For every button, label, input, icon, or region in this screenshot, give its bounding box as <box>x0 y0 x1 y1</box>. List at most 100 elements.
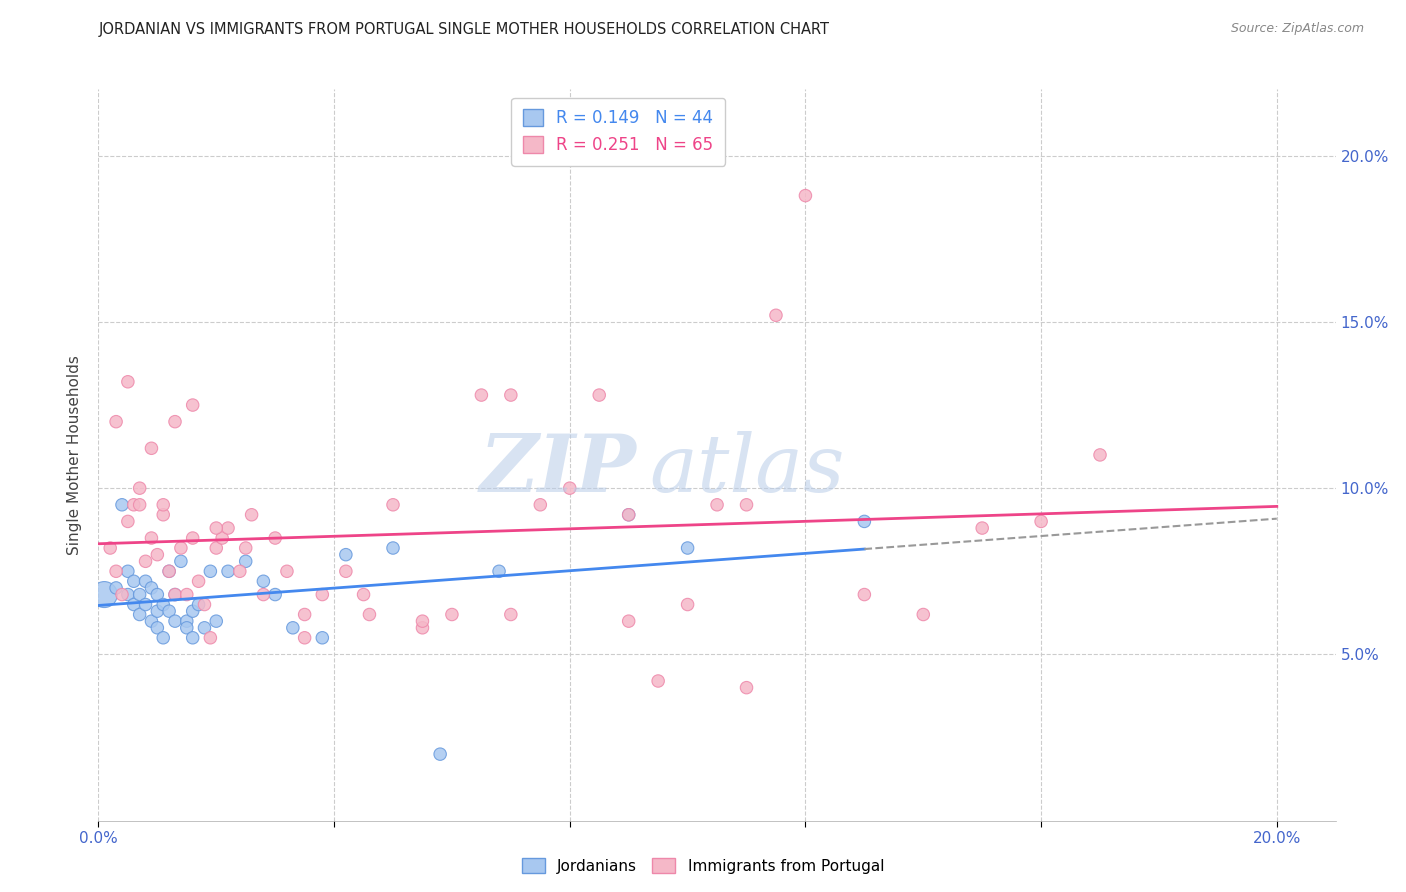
Point <box>499 388 522 402</box>
Point <box>157 564 180 578</box>
Point <box>558 481 581 495</box>
Point <box>93 588 115 602</box>
Point <box>429 747 451 761</box>
Point <box>176 614 198 628</box>
Point <box>122 498 145 512</box>
Point <box>411 621 433 635</box>
Point <box>200 631 222 645</box>
Point <box>211 531 233 545</box>
Point <box>181 604 204 618</box>
Point <box>122 574 145 589</box>
Point <box>163 588 186 602</box>
Text: Source: ZipAtlas.com: Source: ZipAtlas.com <box>1230 22 1364 36</box>
Point <box>117 515 139 529</box>
Point <box>488 564 510 578</box>
Point <box>252 588 274 602</box>
Point <box>181 531 204 545</box>
Point <box>135 574 157 589</box>
Point <box>617 508 640 522</box>
Point <box>281 621 304 635</box>
Point <box>117 375 139 389</box>
Point <box>157 604 180 618</box>
Point <box>617 614 640 628</box>
Point <box>141 442 163 456</box>
Point <box>193 621 215 635</box>
Point <box>205 614 228 628</box>
Point <box>252 574 274 589</box>
Text: JORDANIAN VS IMMIGRANTS FROM PORTUGAL SINGLE MOTHER HOUSEHOLDS CORRELATION CHART: JORDANIAN VS IMMIGRANTS FROM PORTUGAL SI… <box>98 22 830 37</box>
Point <box>146 548 169 562</box>
Point <box>163 614 186 628</box>
Point <box>105 581 128 595</box>
Point <box>170 554 193 568</box>
Point <box>187 574 209 589</box>
Point <box>176 588 198 602</box>
Point <box>912 607 935 622</box>
Point <box>294 607 316 622</box>
Point <box>235 541 257 555</box>
Point <box>676 541 699 555</box>
Point <box>276 564 298 578</box>
Point <box>706 498 728 512</box>
Point <box>105 415 128 429</box>
Point <box>146 621 169 635</box>
Point <box>98 541 121 555</box>
Point <box>176 621 198 635</box>
Point <box>141 581 163 595</box>
Point <box>217 521 239 535</box>
Point <box>181 398 204 412</box>
Point <box>335 548 357 562</box>
Point <box>311 588 333 602</box>
Point <box>235 554 257 568</box>
Point <box>229 564 252 578</box>
Point <box>205 541 228 555</box>
Point <box>157 564 180 578</box>
Point <box>128 498 150 512</box>
Point <box>163 588 186 602</box>
Point <box>647 673 669 688</box>
Legend: Jordanians, Immigrants from Portugal: Jordanians, Immigrants from Portugal <box>516 852 890 880</box>
Point <box>152 498 174 512</box>
Point <box>163 415 186 429</box>
Point <box>972 521 994 535</box>
Point <box>382 498 405 512</box>
Point <box>499 607 522 622</box>
Point <box>141 531 163 545</box>
Point <box>205 521 228 535</box>
Point <box>217 564 239 578</box>
Point <box>152 598 174 612</box>
Point <box>1029 515 1052 529</box>
Point <box>200 564 222 578</box>
Y-axis label: Single Mother Households: Single Mother Households <box>67 355 83 555</box>
Point <box>240 508 263 522</box>
Point <box>853 588 876 602</box>
Point <box>765 308 787 322</box>
Point <box>105 564 128 578</box>
Point <box>181 631 204 645</box>
Point <box>382 541 405 555</box>
Point <box>152 508 174 522</box>
Point <box>122 598 145 612</box>
Point <box>853 515 876 529</box>
Point <box>794 188 817 202</box>
Point <box>359 607 381 622</box>
Point <box>588 388 610 402</box>
Point <box>676 598 699 612</box>
Point <box>187 598 209 612</box>
Legend: R = 0.149   N = 44, R = 0.251   N = 65: R = 0.149 N = 44, R = 0.251 N = 65 <box>512 97 725 166</box>
Point <box>311 631 333 645</box>
Point <box>335 564 357 578</box>
Point <box>470 388 492 402</box>
Point <box>141 614 163 628</box>
Point <box>111 588 134 602</box>
Point <box>1088 448 1111 462</box>
Point <box>128 588 150 602</box>
Point <box>117 588 139 602</box>
Point <box>353 588 375 602</box>
Text: atlas: atlas <box>650 431 845 508</box>
Point <box>617 508 640 522</box>
Point <box>146 604 169 618</box>
Text: ZIP: ZIP <box>479 431 637 508</box>
Point <box>135 598 157 612</box>
Point <box>440 607 463 622</box>
